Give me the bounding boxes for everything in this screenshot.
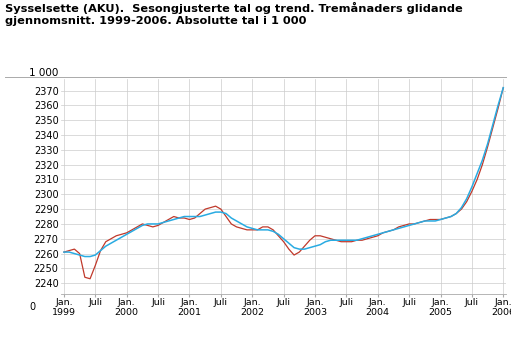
Trend bbox=[197, 214, 203, 219]
Line: Trend: Trend bbox=[64, 88, 503, 257]
Trend bbox=[82, 255, 88, 259]
Text: Sysselsette (AKU).  Sesongjusterte tal og trend. Tremånaders glidande
gjennomsni: Sysselsette (AKU). Sesongjusterte tal og… bbox=[5, 2, 463, 26]
Sesongjustert bbox=[286, 247, 292, 251]
Sesongjustert bbox=[218, 207, 224, 211]
Sesongjustert bbox=[500, 86, 506, 90]
Trend bbox=[61, 250, 67, 254]
Trend bbox=[286, 241, 292, 245]
Trend bbox=[500, 86, 506, 90]
Sesongjustert bbox=[202, 207, 208, 211]
Sesongjustert bbox=[479, 163, 485, 167]
Trend bbox=[479, 158, 485, 163]
Trend bbox=[218, 210, 224, 214]
Sesongjustert bbox=[197, 212, 203, 216]
Text: 0: 0 bbox=[29, 302, 35, 312]
Sesongjustert bbox=[61, 250, 67, 254]
Line: Sesongjustert: Sesongjustert bbox=[64, 88, 503, 279]
Text: 1 000: 1 000 bbox=[29, 68, 59, 78]
Sesongjustert bbox=[140, 222, 146, 226]
Sesongjustert bbox=[87, 277, 93, 281]
Trend bbox=[202, 213, 208, 217]
Trend bbox=[140, 223, 146, 228]
